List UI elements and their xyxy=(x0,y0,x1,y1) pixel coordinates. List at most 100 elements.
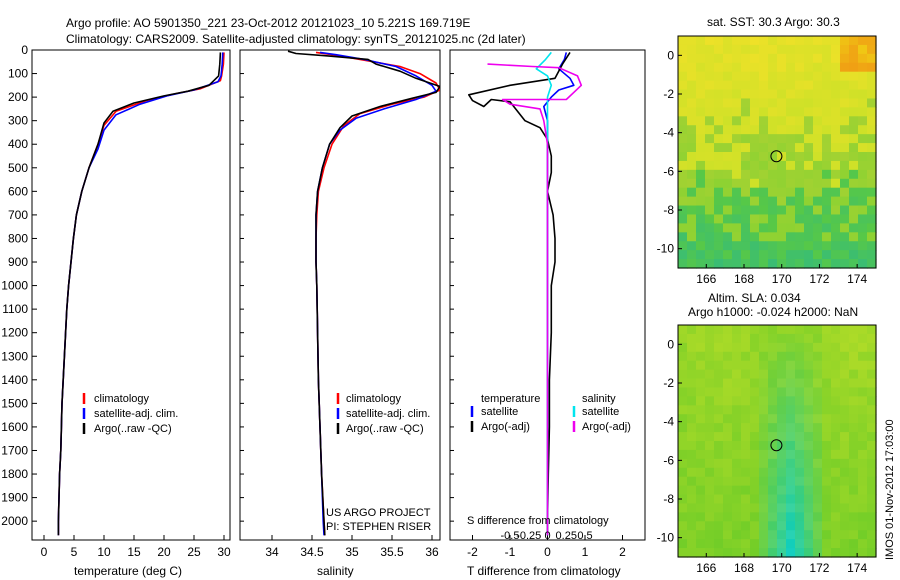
heatmap-cell xyxy=(741,351,751,362)
heatmap-cell xyxy=(687,116,697,126)
heatmap-cell xyxy=(786,116,796,126)
heatmap-cell xyxy=(822,107,832,117)
heatmap-cell xyxy=(687,342,697,353)
heatmap-cell xyxy=(822,134,832,144)
heatmap-cell xyxy=(768,494,778,505)
heatmap-cell xyxy=(732,259,742,269)
heatmap-cell xyxy=(723,223,733,233)
heatmap-cell xyxy=(858,494,868,505)
heatmap-cell xyxy=(831,143,841,153)
heatmap-cell xyxy=(831,378,841,389)
heatmap-cell xyxy=(786,405,796,415)
heatmap-cell xyxy=(705,232,715,242)
heatmap-cell xyxy=(858,333,868,344)
heatmap-cell xyxy=(768,259,778,269)
argo-position-marker xyxy=(770,439,783,452)
heatmap-cell xyxy=(804,89,814,100)
heatmap-cell xyxy=(714,214,724,224)
heatmap-cell xyxy=(678,548,688,558)
heatmap-cell xyxy=(723,205,733,216)
heatmap-cell xyxy=(687,98,697,108)
heatmap-cell xyxy=(723,467,733,478)
heatmap-cell xyxy=(840,512,850,522)
heatmap-cell xyxy=(795,53,805,64)
heatmap-cell xyxy=(723,125,733,135)
heatmap-cell xyxy=(813,178,823,189)
heatmap-cell xyxy=(777,449,787,460)
heatmap-cell xyxy=(777,187,787,198)
heatmap-cell xyxy=(678,134,688,144)
heatmap-cell xyxy=(759,71,769,82)
heatmap-cell xyxy=(804,494,814,505)
heatmap-cell xyxy=(759,36,769,46)
heatmap-cell xyxy=(723,414,733,424)
heatmap-cell xyxy=(849,414,859,424)
heatmap-cell xyxy=(795,214,805,224)
heatmap-cell xyxy=(804,107,814,117)
heatmap-cell xyxy=(759,98,769,108)
heatmap-cell xyxy=(858,134,868,144)
heatmap-cell xyxy=(723,458,733,469)
heatmap-cell xyxy=(759,196,769,207)
heatmap-cell xyxy=(714,441,724,451)
heatmap-cell xyxy=(687,187,697,198)
heatmap-cell xyxy=(705,414,715,424)
heatmap-cell xyxy=(732,369,742,380)
heatmap-cell xyxy=(777,414,787,424)
heatmap-cell xyxy=(768,458,778,469)
s-tick-label: 0.5 xyxy=(577,530,592,542)
heatmap-cell xyxy=(777,259,787,269)
heatmap-cell xyxy=(867,62,877,73)
heatmap-cell xyxy=(867,539,877,549)
heatmap-cell xyxy=(840,241,850,251)
heatmap-cell xyxy=(849,333,859,344)
heatmap-cell xyxy=(822,360,832,371)
heatmap-cell xyxy=(849,325,859,335)
heatmap-cell xyxy=(831,325,841,335)
heatmap-cell xyxy=(678,160,688,171)
legend-label-argo: Argo(..raw -QC) xyxy=(346,423,424,435)
series-group xyxy=(468,51,583,536)
heatmap-cell xyxy=(831,342,841,353)
heatmap-cell xyxy=(777,44,787,55)
y-tick-label: -2 xyxy=(663,376,674,390)
heatmap-cell xyxy=(723,351,733,362)
heatmap-cell xyxy=(840,116,850,126)
heatmap-cell xyxy=(759,223,769,233)
heatmap-cell xyxy=(786,223,796,233)
heatmap-cell xyxy=(723,116,733,126)
heatmap-cell xyxy=(804,152,814,162)
heatmap-cell xyxy=(741,512,751,522)
y-tick-label: -6 xyxy=(663,453,674,467)
heatmap-cell xyxy=(786,449,796,460)
x-tick-label: 2 xyxy=(619,545,626,559)
heatmap-cell xyxy=(678,449,688,460)
heatmap-cell xyxy=(804,205,814,216)
heatmap-cell xyxy=(777,325,787,335)
heatmap-cell xyxy=(678,530,688,540)
heatmap-cell xyxy=(750,196,760,207)
heatmap-cell xyxy=(714,134,724,144)
heatmap-cell xyxy=(723,241,733,251)
heatmap-cell xyxy=(867,476,877,487)
series-line xyxy=(57,52,224,536)
heatmap-cell xyxy=(723,360,733,371)
heatmap-cell xyxy=(759,62,769,73)
heatmap-cell xyxy=(759,107,769,117)
heatmap-cell xyxy=(867,485,877,496)
heatmap-cell xyxy=(687,241,697,251)
heatmap-cell xyxy=(858,503,868,513)
heatmap-cell xyxy=(768,241,778,251)
heatmap-cell xyxy=(768,178,778,189)
heatmap-cell xyxy=(795,405,805,415)
y-tick-label: 200 xyxy=(8,90,28,104)
heatmap-cell xyxy=(750,205,760,216)
heatmap-cell xyxy=(813,134,823,144)
heatmap-cell xyxy=(723,539,733,549)
heatmap-cell xyxy=(786,107,796,117)
heatmap-cell xyxy=(795,423,805,433)
heatmap-cell xyxy=(732,223,742,233)
heatmap-cell xyxy=(786,160,796,171)
heatmap-cell xyxy=(840,223,850,233)
heatmap-cell xyxy=(741,476,751,487)
